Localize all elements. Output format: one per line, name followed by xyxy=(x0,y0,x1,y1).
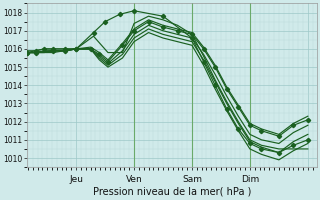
X-axis label: Pression niveau de la mer( hPa ): Pression niveau de la mer( hPa ) xyxy=(92,187,251,197)
